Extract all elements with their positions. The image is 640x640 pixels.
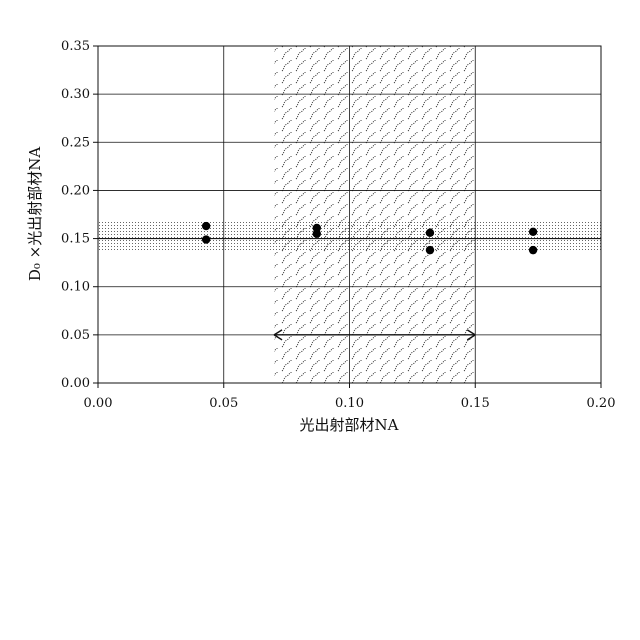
data-point	[426, 246, 434, 254]
x-tick-label: 0.10	[335, 396, 364, 411]
data-point	[202, 222, 210, 230]
x-tick-label: 0.05	[209, 396, 238, 411]
data-point	[426, 229, 434, 237]
x-axis-title: 光出射部材NA	[300, 416, 399, 434]
x-tick-label: 0.20	[587, 396, 616, 411]
y-tick-label: 0.35	[61, 39, 90, 54]
y-axis-title: D₀ ×光出射部材NA	[26, 147, 44, 282]
data-point	[313, 230, 321, 238]
shaded-region	[274, 46, 475, 383]
y-tick-label: 0.20	[61, 183, 90, 198]
y-tick-label: 0.15	[61, 232, 90, 247]
data-point	[529, 246, 537, 254]
y-tick-label: 0.00	[61, 376, 90, 391]
x-tick-label: 0.00	[84, 396, 113, 411]
data-point	[202, 235, 210, 243]
y-tick-label: 0.10	[61, 280, 90, 295]
x-tick-label: 0.15	[461, 396, 490, 411]
y-tick-label: 0.25	[61, 135, 90, 150]
y-tick-label: 0.05	[61, 328, 90, 343]
data-point	[529, 228, 537, 236]
y-tick-label: 0.30	[61, 87, 90, 102]
